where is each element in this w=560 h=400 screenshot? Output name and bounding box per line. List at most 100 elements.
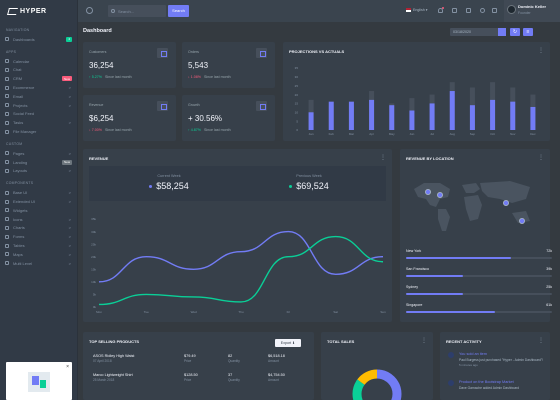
date-picker[interactable]: 03/18/2020 [450,28,506,36]
bar-actual[interactable] [530,106,536,130]
sidebar-item[interactable]: Projects > [0,101,77,110]
menu-icon [5,111,9,116]
table-cell: 37 Quantity [228,373,240,382]
location-row: Sydney 25k [406,285,552,295]
menu-icon [5,225,9,230]
table-row[interactable]: Marco Lightweight Shirt 25 March 2018 $128… [93,373,308,388]
donut-slice[interactable] [352,369,402,400]
sidebar-item[interactable]: Layouts > [0,167,77,176]
total-sales-donut [352,369,402,400]
bar-actual[interactable] [449,91,455,130]
kpi-title: Growth [188,103,200,107]
y-tick-label: 10k [91,280,96,284]
chevron-right-icon: > [68,85,71,91]
avatar [507,5,516,14]
sidebar-item[interactable]: Chat [0,66,77,75]
line-series[interactable] [98,230,384,283]
card-menu-icon[interactable]: ⋮ [538,48,544,54]
brand-logo[interactable]: HYPER [0,0,77,22]
revenue-line-chart: 0k 5k 10k 15k 20k 25k 30k 35k Mon Tue Wed Thu Fri Sat… [91,217,386,314]
search-button[interactable]: Search [168,5,189,17]
donut-slice[interactable] [352,369,402,400]
kpi-change: ↑ 4.87% Since last month [188,128,231,132]
menu-icon [5,190,9,195]
sidebar-item[interactable]: Calendar [0,57,77,66]
refresh-button[interactable]: ↻ [510,28,520,36]
sidebar-item[interactable]: Landing New [0,158,77,167]
sidebar-item[interactable]: Extended UI > [0,197,77,206]
sidebar-item[interactable]: Email > [0,92,77,101]
y-tick-label: 5k [93,293,97,297]
sidebar-item[interactable]: Icons > [0,215,77,224]
progress-bar [406,311,552,313]
bar-actual[interactable] [348,101,354,130]
chevron-right-icon: > [68,251,71,257]
card-menu-icon[interactable]: ⋮ [538,155,544,161]
bar-actual[interactable] [409,110,415,130]
table-row[interactable]: ASOS Ridley High Waist 07 April 2018 $79.4… [93,354,308,369]
bar-actual[interactable] [369,99,375,130]
sidebar-item[interactable]: Pages > [0,149,77,158]
user-profile-menu[interactable]: Dominic Keller Founder [504,0,560,22]
map-marker[interactable] [503,199,510,206]
location-card: Revenue By Location ⋮ New York 72k San Fra… [400,149,552,322]
table-cell: $6,518.18 Amount [268,354,285,363]
sidebar-item[interactable]: Ecommerce > [0,83,77,92]
apps-grid-icon[interactable] [452,8,457,13]
card-menu-icon[interactable]: ⋮ [538,338,544,344]
bar-actual[interactable] [469,105,475,130]
close-icon[interactable]: × [66,364,69,370]
theme-toggle-icon[interactable] [480,8,485,13]
sidebar-item[interactable]: File Manager [0,127,77,136]
gear-icon[interactable] [86,7,93,14]
fullscreen-icon[interactable] [492,8,497,13]
revenue-card: Revenue ⋮ Current Week $58,254 Previous W… [83,149,392,322]
sidebar-item[interactable]: Base UI > [0,188,77,197]
x-tick-label: Jul [430,132,434,136]
bar-actual[interactable] [308,112,314,130]
card-menu-icon[interactable]: ⋮ [421,338,427,344]
kpi-value: 5,543 [188,61,209,70]
menu-icon [5,129,9,134]
total-sales-card: Total Sales ⋮ [321,332,433,400]
kpi-value: $6,254 [89,114,114,123]
sidebar-item[interactable]: Social Feed [0,110,77,119]
kpi-value: + 30.56% [188,114,223,123]
bar-actual[interactable] [510,101,516,130]
progress-fill [406,311,496,313]
map-marker[interactable] [437,191,444,198]
activity-icon [448,380,454,386]
kpi-title: Customers [89,50,107,54]
search-input[interactable]: Search... [108,5,166,17]
sidebar-item[interactable]: Tables > [0,241,77,250]
sidebar-item[interactable]: Charts > [0,224,77,233]
sidebar-item[interactable]: Dashboards 4 [0,35,77,44]
y-tick-label: 20k [91,255,96,259]
activity-item: You sold an item Paul Burgess just purcha… [448,352,558,367]
sidebar-item[interactable]: Multi Level > [0,259,77,268]
bar-actual[interactable] [429,103,435,130]
x-tick-label: Oct [490,132,495,136]
sidebar-item[interactable]: Forms > [0,232,77,241]
map-marker[interactable] [519,218,526,225]
location-row: New York 72k [406,249,552,259]
bar-actual[interactable] [389,105,395,130]
y-tick-label: 15k [91,267,96,271]
sidebar-item[interactable]: Maps > [0,250,77,259]
bell-icon[interactable] [438,8,443,13]
language-dropdown[interactable]: English ▾ [406,8,428,12]
bar-actual[interactable] [328,101,334,130]
line-series[interactable] [98,235,384,306]
map-marker[interactable] [424,188,431,195]
sidebar-item[interactable]: Tasks > [0,118,77,127]
filter-button[interactable]: ≡ [523,28,533,36]
sidebar-item[interactable]: Widgets [0,206,77,215]
menu-icon [5,37,9,42]
world-map [414,181,530,231]
export-button[interactable]: Export ⬇ [275,339,301,347]
bar-actual[interactable] [490,99,496,130]
card-menu-icon[interactable]: ⋮ [380,155,386,161]
table-cell: Marco Lightweight Shirt 25 March 2018 [93,373,133,382]
settings-icon[interactable] [466,8,471,13]
sidebar-item[interactable]: CRM New [0,74,77,83]
